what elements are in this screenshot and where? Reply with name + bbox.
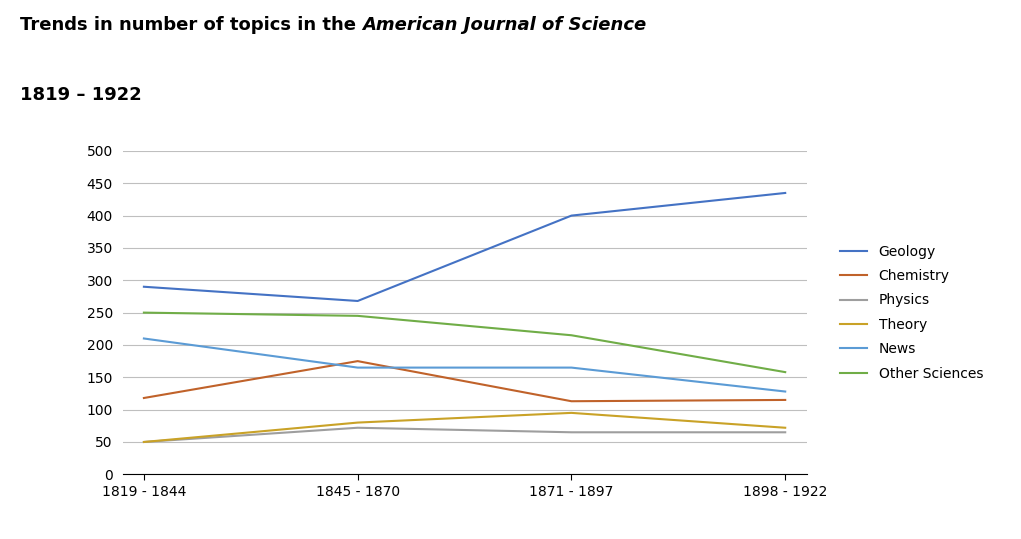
Legend: Geology, Chemistry, Physics, Theory, News, Other Sciences: Geology, Chemistry, Physics, Theory, New… xyxy=(834,239,988,386)
Theory xyxy=(779,425,791,431)
News xyxy=(351,364,363,371)
Line: Chemistry: Chemistry xyxy=(144,361,785,401)
Text: Trends in number of topics in the: Trends in number of topics in the xyxy=(20,16,362,34)
Theory xyxy=(138,439,150,445)
Chemistry xyxy=(566,398,578,404)
News xyxy=(779,388,791,395)
Other Sciences xyxy=(138,309,150,316)
Physics xyxy=(779,429,791,436)
Chemistry xyxy=(351,358,363,364)
Chemistry xyxy=(779,397,791,403)
Geology xyxy=(138,284,150,290)
Line: Geology: Geology xyxy=(144,193,785,301)
News xyxy=(138,335,150,342)
Theory xyxy=(566,410,578,416)
Geology xyxy=(351,298,363,304)
Other Sciences xyxy=(351,313,363,319)
Line: News: News xyxy=(144,338,785,391)
Text: 1819 – 1922: 1819 – 1922 xyxy=(20,86,142,104)
Text: American Journal of Science: American Journal of Science xyxy=(362,16,647,34)
Line: Theory: Theory xyxy=(144,413,785,442)
Other Sciences xyxy=(779,369,791,375)
Geology xyxy=(566,212,578,219)
News xyxy=(566,364,578,371)
Chemistry xyxy=(138,395,150,401)
Line: Other Sciences: Other Sciences xyxy=(144,313,785,372)
Physics xyxy=(566,429,578,436)
Physics xyxy=(351,425,363,431)
Geology xyxy=(779,190,791,196)
Other Sciences xyxy=(566,332,578,338)
Theory xyxy=(351,419,363,426)
Physics xyxy=(138,439,150,445)
Line: Physics: Physics xyxy=(144,428,785,442)
